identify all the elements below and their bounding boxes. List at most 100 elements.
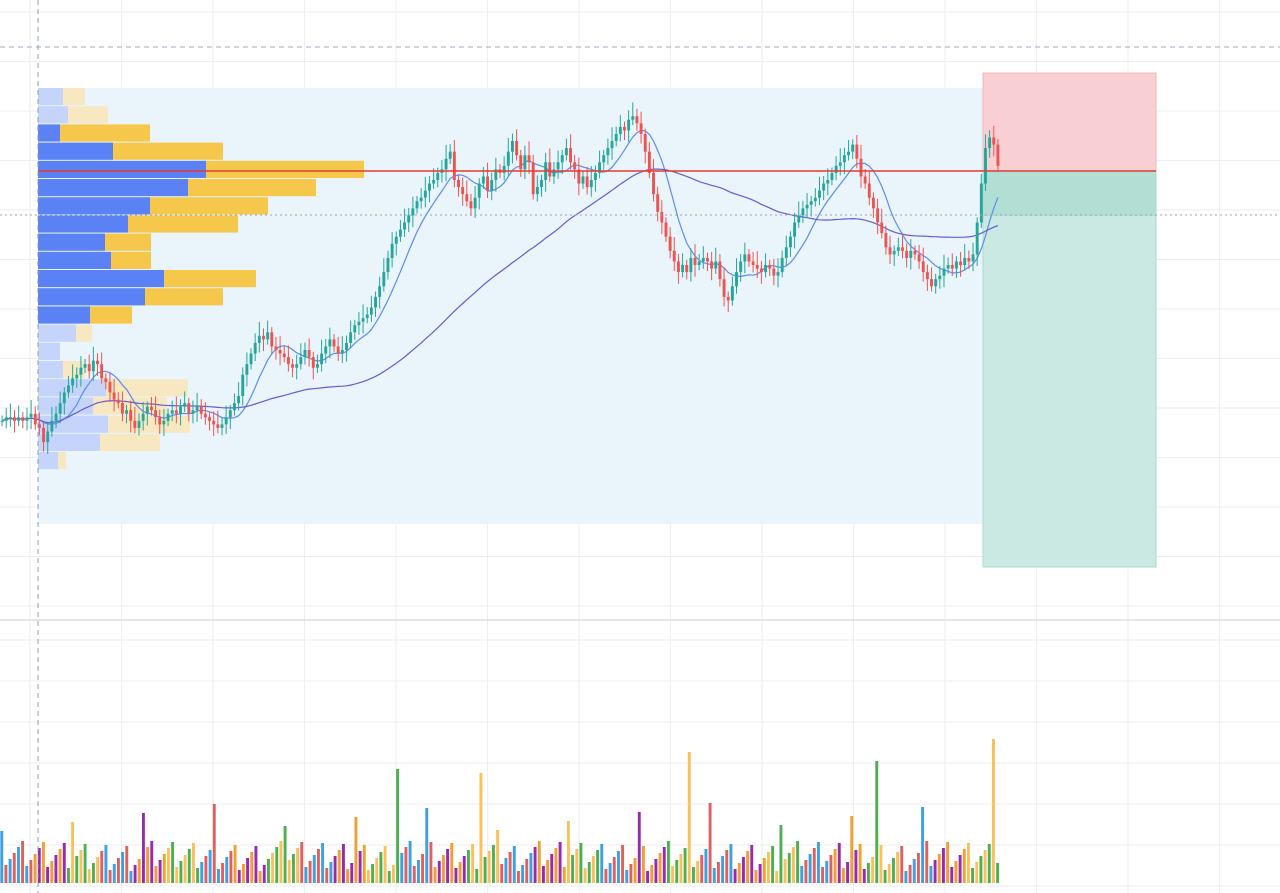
profile-row-down <box>145 288 223 306</box>
candle-body <box>818 190 821 198</box>
volume-bar <box>946 842 950 883</box>
candle-body <box>979 183 983 223</box>
candle-body <box>822 183 826 191</box>
volume-bar <box>250 852 254 883</box>
volume-bar <box>421 854 425 883</box>
candle-body <box>71 378 75 386</box>
candle-body <box>477 183 481 198</box>
volume-bar <box>733 869 737 883</box>
candle-body <box>913 250 917 255</box>
volume-bar <box>708 803 712 883</box>
volume-bar <box>171 842 175 883</box>
candle-body <box>627 119 631 131</box>
volume-bar <box>758 864 762 883</box>
candle-body <box>581 176 585 184</box>
volume-bar <box>550 854 554 883</box>
profile-row-up <box>38 197 150 215</box>
volume-bar <box>475 869 479 883</box>
candle-body <box>274 346 278 350</box>
candle-body <box>797 215 801 223</box>
candle-body <box>589 180 593 188</box>
volume-bar <box>91 863 95 883</box>
volume-bar <box>187 849 191 883</box>
volume-bar <box>383 846 387 883</box>
volume-bar <box>296 848 300 883</box>
candle-body <box>523 155 527 170</box>
candle-body <box>706 257 709 262</box>
candle-body <box>403 222 407 230</box>
candle-body <box>237 396 241 404</box>
candle-body <box>950 265 954 269</box>
candle-body <box>967 257 971 262</box>
volume-bar <box>158 860 162 883</box>
candle-body <box>390 243 394 258</box>
candle-body <box>859 158 863 177</box>
profile-row-up <box>38 288 145 306</box>
candle-body <box>896 247 900 251</box>
candle-body <box>743 254 747 262</box>
volume-bar <box>212 804 216 883</box>
volume-bar <box>587 862 591 883</box>
volume-bar <box>233 845 237 883</box>
candle-body <box>253 342 257 354</box>
candle-body <box>208 417 211 421</box>
candle-body <box>150 406 153 411</box>
volume-bar <box>458 862 462 883</box>
candle-body <box>303 350 307 358</box>
profile-row-down <box>76 324 92 342</box>
candle-body <box>349 332 353 343</box>
candle-body <box>112 392 116 400</box>
volume-bar <box>266 859 270 883</box>
volume-bar <box>29 860 33 883</box>
candle-body <box>432 180 436 184</box>
volume-bar <box>579 843 583 883</box>
candle-body <box>29 413 33 418</box>
volume-bar <box>471 844 475 883</box>
candle-body <box>473 197 477 209</box>
volume-bar <box>25 866 29 883</box>
volume-bar <box>583 868 587 883</box>
volume-bar <box>162 854 166 883</box>
candle-body <box>407 215 411 223</box>
position-tool[interactable] <box>982 72 1157 568</box>
volume-bar <box>937 854 941 883</box>
take-profit-zone <box>982 170 1157 568</box>
volume-bar <box>216 869 220 883</box>
volume-bar <box>0 831 4 883</box>
candle-body <box>784 247 788 258</box>
volume-bar <box>491 845 495 883</box>
volume-bar <box>21 841 25 883</box>
volume-bar <box>41 842 45 883</box>
volume-bar <box>304 867 308 883</box>
candle-body <box>286 357 290 365</box>
candle-body <box>789 236 792 248</box>
volume-bar <box>958 855 962 883</box>
candle-body <box>179 406 182 414</box>
volume-bar <box>75 856 79 883</box>
candle-body <box>730 286 734 301</box>
profile-row-down <box>164 270 256 288</box>
candle-body <box>921 261 925 273</box>
candle-body <box>436 172 440 180</box>
volume-bar <box>916 853 920 883</box>
profile-row-down <box>105 233 151 251</box>
candle-body <box>826 180 830 184</box>
volume-bar <box>791 847 795 883</box>
volume-bar <box>404 847 408 883</box>
candle-body <box>191 410 195 414</box>
candle-body <box>867 183 871 198</box>
candle-body <box>357 321 361 326</box>
volume-bar <box>246 858 250 883</box>
profile-row-down <box>108 415 190 433</box>
candle-body <box>701 257 705 262</box>
candle-body <box>996 144 1000 166</box>
candle-body <box>262 335 265 340</box>
volume-bar <box>675 860 679 883</box>
volume-bar <box>516 871 520 883</box>
candle-body <box>672 250 676 262</box>
volume-bar <box>408 841 412 883</box>
candle-body <box>87 364 91 372</box>
volume-bar <box>908 865 912 883</box>
